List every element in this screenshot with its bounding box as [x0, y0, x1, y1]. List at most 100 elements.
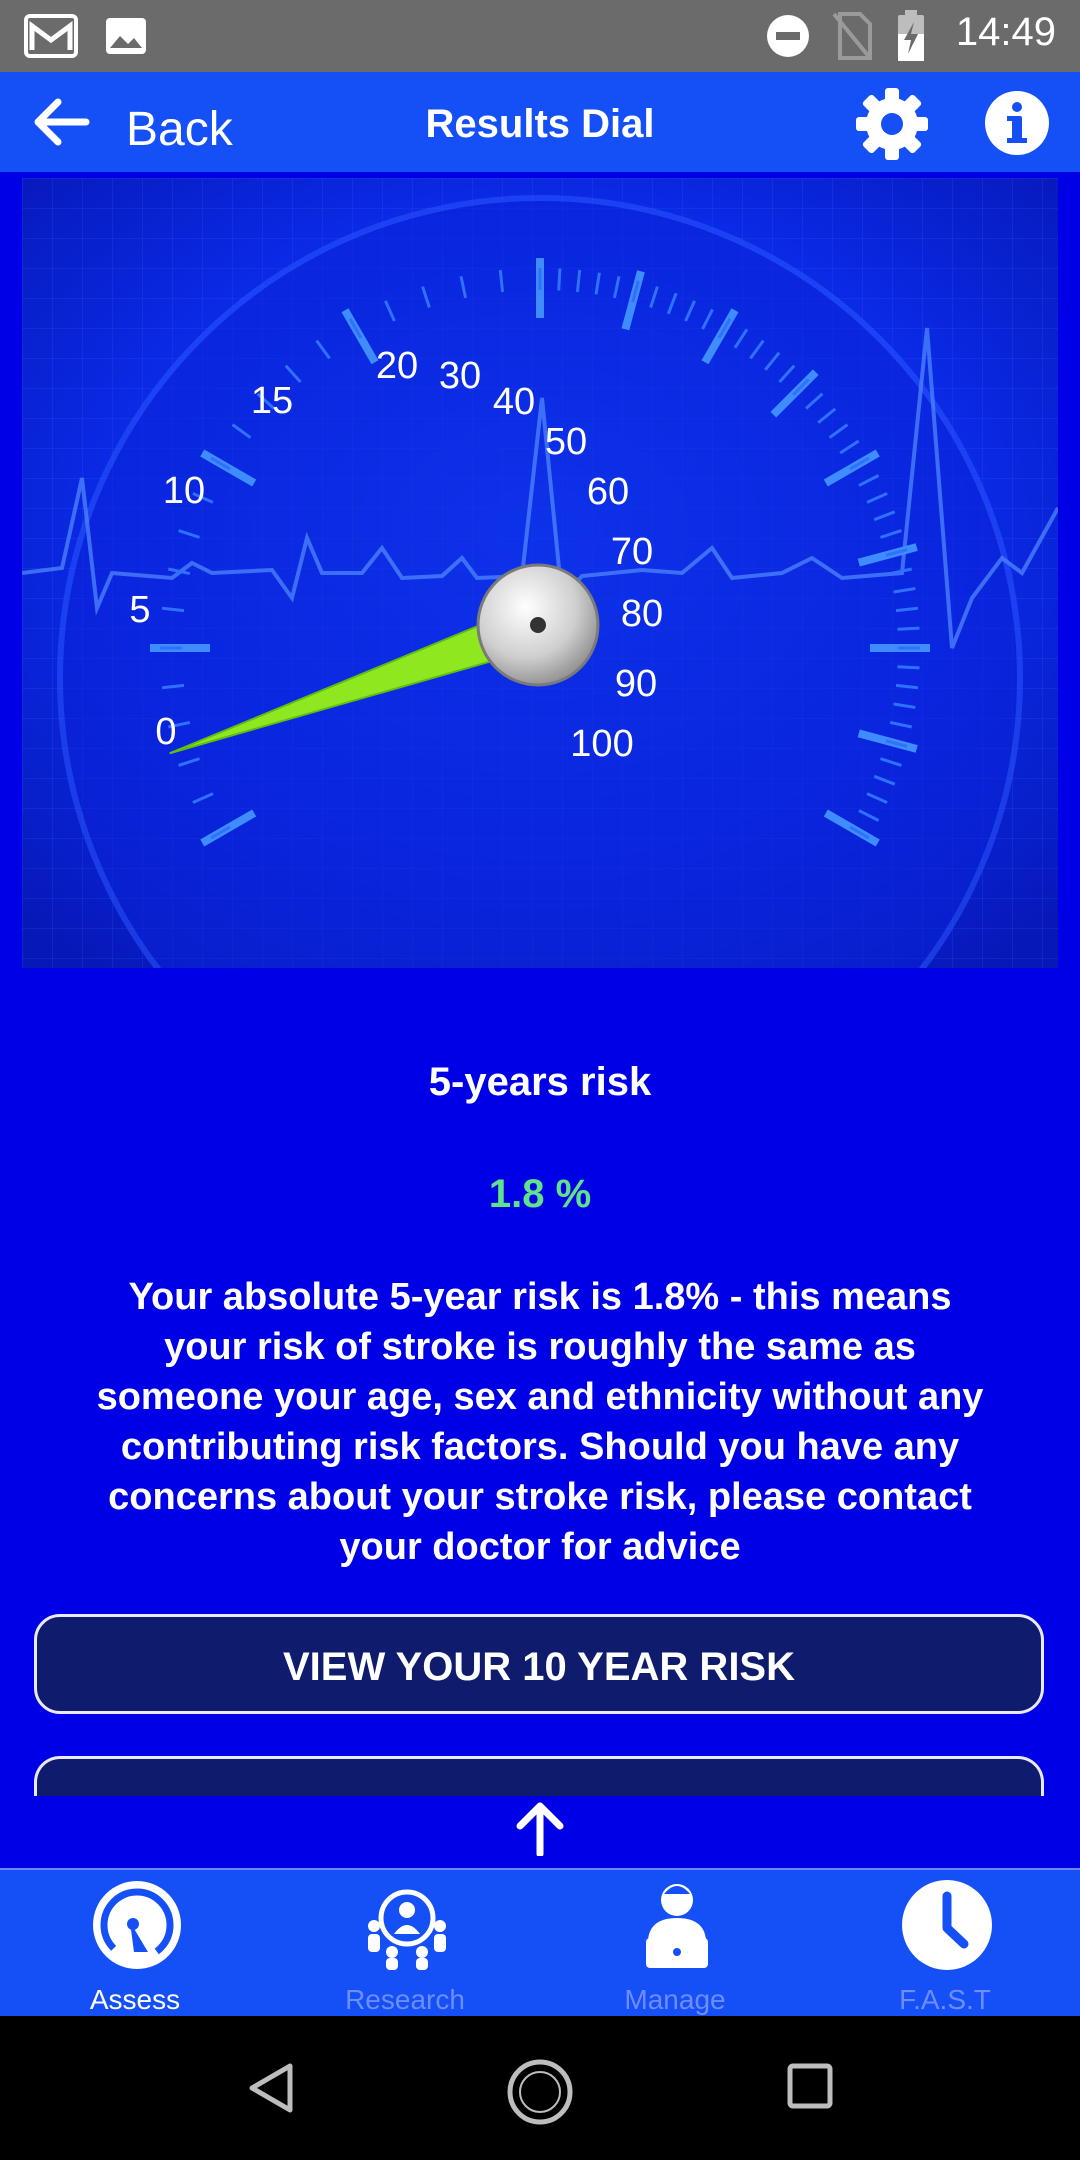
dnd-icon: [767, 15, 809, 57]
dial-label-100: 100: [570, 723, 633, 765]
dial-minor-tick: [866, 792, 888, 804]
system-home-icon[interactable]: [506, 2058, 574, 2126]
view-10-year-risk-button[interactable]: VIEW YOUR 10 YEAR RISK: [34, 1614, 1044, 1714]
results-section: 5-years risk: [0, 1060, 1080, 1105]
person-laptop-icon: [646, 1884, 708, 1968]
dial-minor-tick: [178, 529, 200, 539]
research-people-icon: [368, 1889, 446, 1970]
dial-minor-tick: [858, 809, 880, 822]
gallery-icon: [106, 18, 146, 54]
dial-ticks: [150, 258, 930, 847]
dial-label-70: 70: [611, 531, 653, 573]
dial-minor-tick: [557, 268, 562, 291]
dial-minor-tick: [161, 606, 185, 613]
gear-icon[interactable]: [854, 86, 930, 162]
clock-time: 14:49: [955, 10, 1056, 54]
dial-minor-tick: [858, 474, 880, 487]
dial-minor-tick: [889, 567, 913, 576]
dial-minor-tick: [873, 510, 896, 522]
dial-minor-tick: [348, 318, 363, 339]
clock-icon: [902, 1880, 992, 1970]
dial-minor-tick: [192, 792, 214, 804]
dial-label-10: 10: [163, 470, 205, 512]
back-button[interactable]: Back: [126, 103, 233, 156]
dial-minor-tick: [210, 456, 231, 471]
system-back-icon[interactable]: [246, 2062, 294, 2114]
back-arrow-icon[interactable]: [30, 94, 90, 150]
dial-minor-tick: [873, 774, 896, 786]
dial-minor-tick: [284, 364, 302, 383]
nav-label-fast: F.A.S.T: [899, 1984, 991, 2015]
bottom-navigation: Assess Research Manage: [0, 1868, 1080, 2018]
dial-minor-tick: [701, 308, 714, 330]
dial-label-5: 5: [129, 589, 150, 631]
dial-minor-tick: [666, 292, 678, 315]
dial-minor-tick: [178, 757, 200, 767]
dial-minor-tick: [498, 269, 505, 293]
battery-icon: [898, 10, 924, 61]
dial-minor-tick: [384, 300, 396, 322]
dial-minor-tick: [828, 423, 849, 439]
dial-minor-tick: [880, 757, 902, 767]
nav-item-assess[interactable]: Assess: [0, 1870, 270, 2018]
dial-minor-tick: [849, 456, 870, 471]
risk-value: 1.8 %: [488, 1172, 592, 1216]
dial-minor-tick: [893, 587, 916, 594]
dial-minor-tick: [684, 300, 696, 322]
dial-minor-tick: [749, 339, 765, 360]
nav-label-assess: Assess: [89, 1984, 181, 2015]
dial-minor-tick: [192, 492, 214, 504]
system-recents-icon[interactable]: [786, 2062, 834, 2110]
dial-label-60: 60: [587, 471, 629, 513]
dial-minor-tick: [733, 328, 749, 349]
dial-label-80: 80: [621, 593, 663, 635]
dial-minor-tick: [631, 280, 640, 303]
dial-minor-tick: [839, 439, 860, 455]
risk-heading: 5-years risk: [428, 1060, 652, 1104]
dial-label-30: 30: [439, 355, 481, 397]
app-bar: Back Results Dial: [0, 72, 1080, 172]
page-title: Results Dial: [425, 102, 655, 146]
dial-minor-tick: [889, 720, 913, 729]
dial-minor-tick: [256, 392, 275, 410]
dial-minor-tick: [594, 272, 601, 295]
no-sim-icon: [832, 12, 872, 60]
dial-minor-tick: [315, 339, 331, 360]
status-bar: 14:49: [0, 0, 1080, 72]
dial-minor-tick: [778, 364, 796, 383]
dial-label-40: 40: [493, 381, 535, 423]
secondary-button-partial[interactable]: [34, 1756, 1044, 1796]
dial-label-0: 0: [155, 711, 176, 753]
dial-minor-tick: [421, 286, 431, 308]
dial-minor-tick: [895, 606, 919, 613]
dial-minor-tick: [817, 407, 837, 424]
nav-item-manage[interactable]: Manage: [540, 1870, 810, 2018]
results-dial: 0 5 10 15 20 30 40 50 60 70 80 90 100: [22, 178, 1058, 968]
dial-minor-tick: [161, 683, 185, 690]
gauge-icon: [93, 1881, 181, 1969]
dial-minor-tick: [210, 825, 231, 840]
dial-minor-tick: [805, 392, 824, 410]
dial-minor-tick: [849, 825, 870, 840]
dial-label-90: 90: [615, 663, 657, 705]
dial-minor-tick: [792, 378, 810, 396]
dial-minor-tick: [893, 702, 916, 709]
nav-item-research[interactable]: Research: [270, 1870, 540, 2018]
dial-minor-tick: [895, 683, 919, 690]
dial-minor-tick: [885, 739, 908, 748]
dial-minor-tick: [231, 423, 252, 439]
dial-minor-tick: [897, 626, 920, 631]
dial-minor-tick: [897, 665, 920, 670]
nav-item-fast[interactable]: F.A.S.T: [810, 1870, 1080, 2018]
info-icon[interactable]: [984, 90, 1050, 156]
system-navigation-bar: [0, 2016, 1080, 2160]
dial-minor-tick: [167, 567, 191, 576]
dial-minor-tick: [649, 286, 659, 308]
risk-description: Your absolute 5-year risk is 1.8% - this…: [96, 1276, 984, 1568]
ecg-line: [22, 327, 1058, 649]
dial-label-20: 20: [376, 345, 418, 387]
scroll-up-arrow-icon[interactable]: [514, 1800, 566, 1856]
dial-label-50: 50: [545, 421, 587, 463]
